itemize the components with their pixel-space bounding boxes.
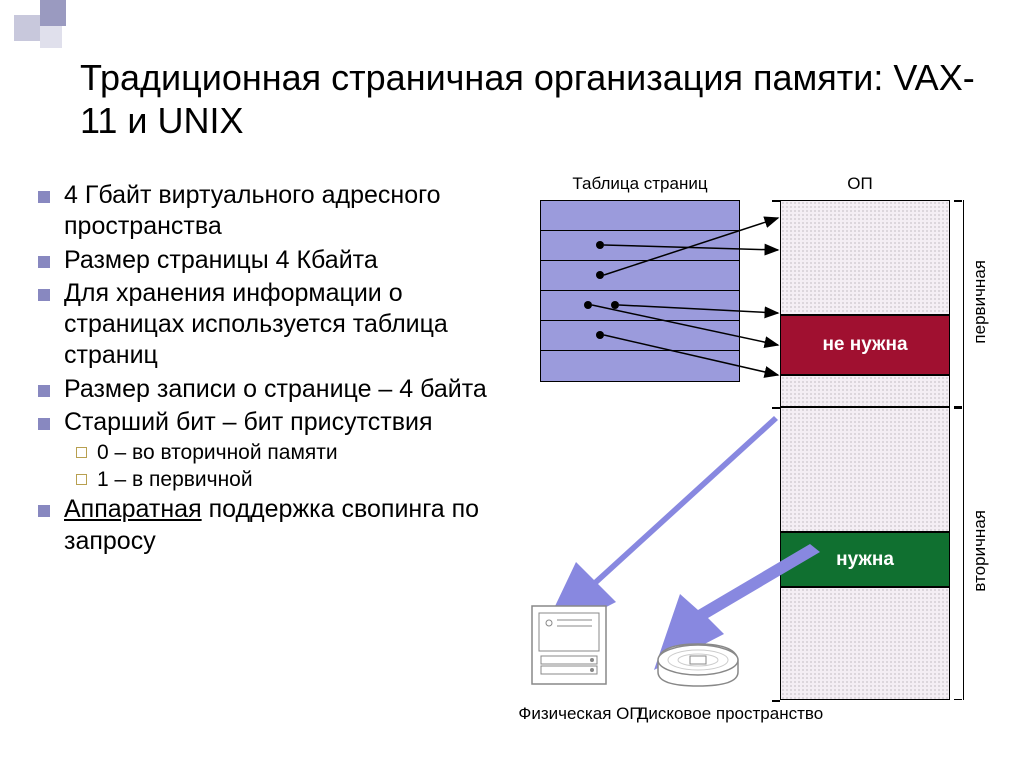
slide-title: Традиционная страничная организация памя… — [80, 56, 984, 142]
bullet-marker — [38, 418, 50, 430]
bullet-item: 4 Гбайт виртуального адресного пространс… — [38, 180, 508, 243]
computer-icon — [532, 606, 606, 684]
bullet-item: Для хранения информации о страницах испо… — [38, 278, 508, 372]
bullet-marker — [38, 385, 50, 397]
bullet-marker — [38, 289, 50, 301]
memory-diagram: Таблица страниц ОП не нужна нужна первич… — [520, 170, 1000, 730]
bullet-text: 4 Гбайт виртуального адресного пространс… — [64, 180, 508, 243]
bullet-text: Аппаратная поддержка свопинга по запросу — [64, 494, 508, 557]
bullet-text: Размер страницы 4 Кбайта — [64, 245, 378, 276]
underlined-word: Аппаратная — [64, 495, 202, 523]
bullet-item: Старший бит – бит присутствия — [38, 407, 508, 438]
bullet-item: Размер записи о странице – 4 байта — [38, 374, 508, 405]
disk-icon — [658, 644, 738, 686]
phys-op-label: Физическая ОП — [510, 704, 650, 724]
decor-sq-2 — [40, 0, 66, 26]
sub-bullet-item: 0 – во вторичной памяти — [76, 440, 508, 465]
sub-bullet-item: 1 – в первичной — [76, 467, 508, 492]
diagram-svg — [520, 170, 1000, 730]
sub-bullet-marker — [76, 474, 87, 485]
sub-bullet-text: 1 – в первичной — [97, 467, 253, 492]
bullet-item: Аппаратная поддержка свопинга по запросу — [38, 494, 508, 557]
bullet-marker — [38, 505, 50, 517]
sub-bullet-text: 0 – во вторичной памяти — [97, 440, 338, 465]
bullet-marker — [38, 191, 50, 203]
bullet-text: Старший бит – бит присутствия — [64, 407, 432, 438]
decor-sq-1 — [14, 15, 40, 41]
bullet-marker — [38, 256, 50, 268]
bullet-item: Размер страницы 4 Кбайта — [38, 245, 508, 276]
disk-space-label: Дисковое пространство — [630, 704, 830, 724]
bullet-list: 4 Гбайт виртуального адресного пространс… — [38, 180, 508, 559]
bullet-text: Для хранения информации о страницах испо… — [64, 278, 508, 372]
sub-bullet-marker — [76, 447, 87, 458]
decor-sq-3 — [40, 26, 62, 48]
bullet-text: Размер записи о странице – 4 байта — [64, 374, 487, 405]
